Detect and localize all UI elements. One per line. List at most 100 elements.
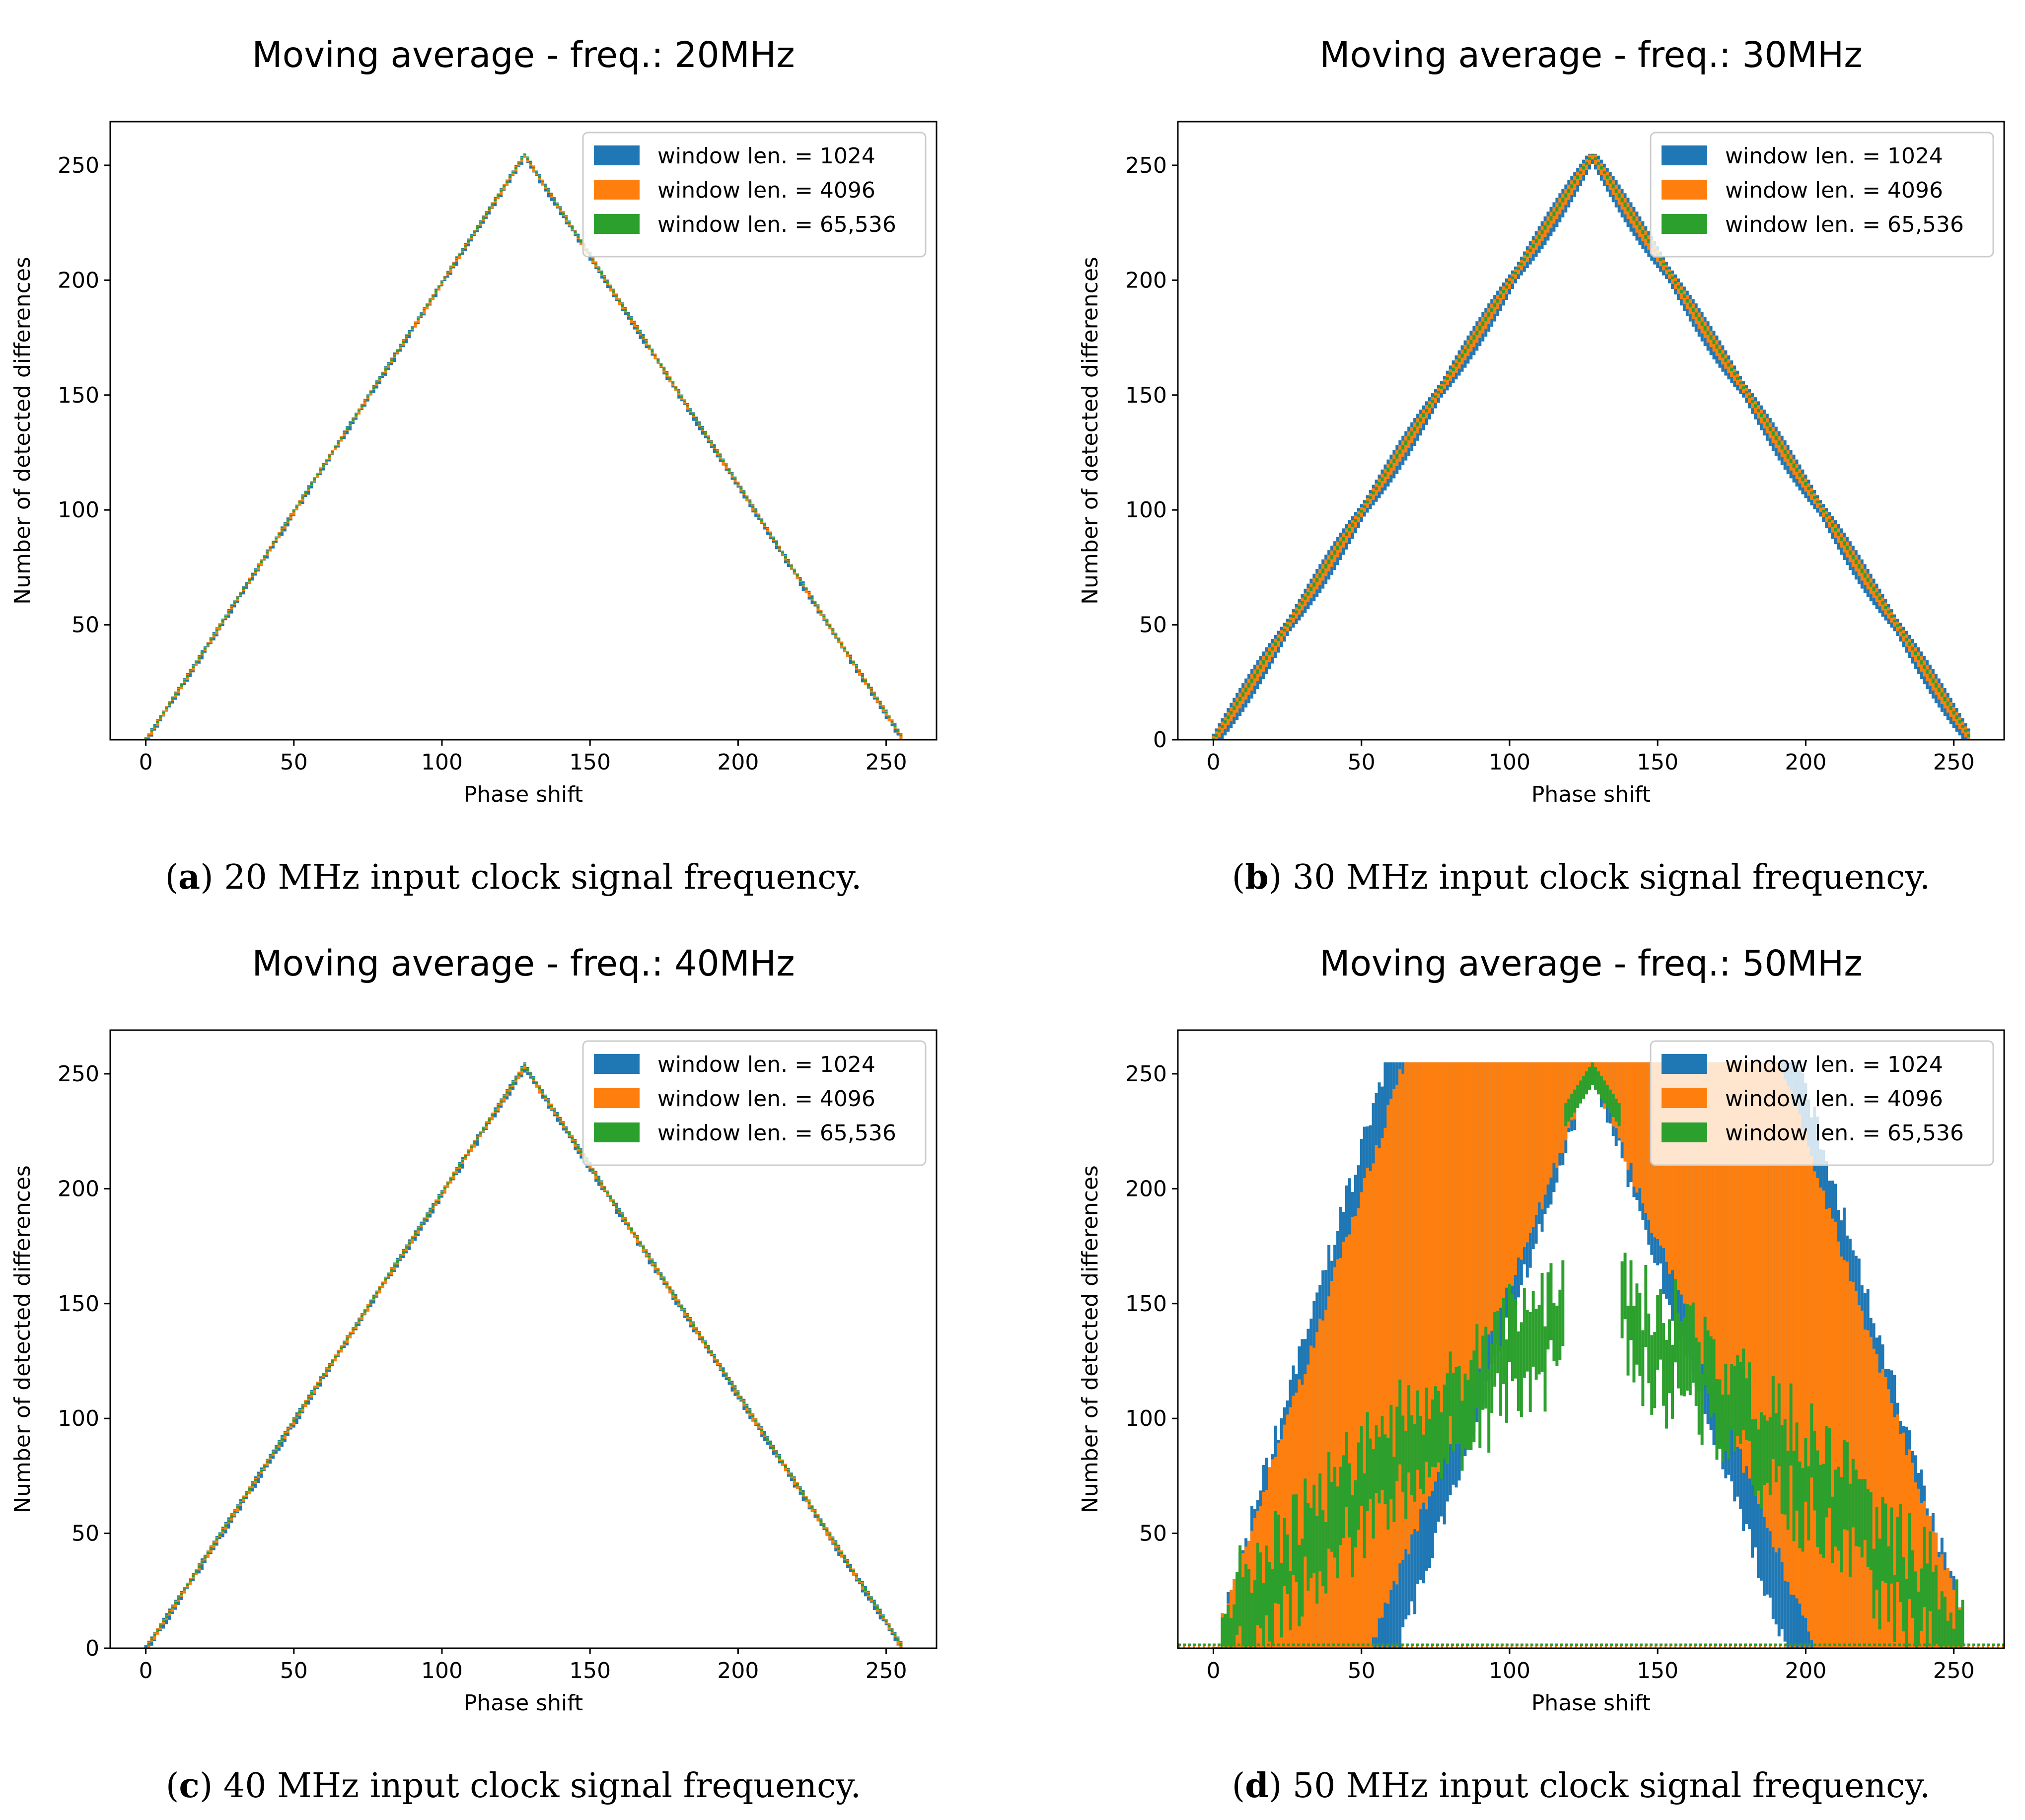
bar — [804, 1497, 808, 1500]
bar — [458, 253, 461, 259]
bar — [1525, 253, 1529, 257]
bar — [1668, 1062, 1671, 1274]
bar — [1739, 1362, 1742, 1444]
bar — [1591, 153, 1594, 160]
bar — [701, 427, 704, 430]
x-tick-label: 50 — [280, 1658, 308, 1683]
bar — [1804, 1438, 1808, 1502]
bar — [1715, 344, 1719, 349]
y-tick-label: 100 — [1125, 1406, 1167, 1431]
bar — [1795, 468, 1799, 473]
bar — [1389, 1099, 1393, 1590]
bar — [1834, 528, 1837, 532]
bar — [594, 1173, 598, 1176]
bar — [1819, 505, 1822, 508]
bar — [1218, 729, 1221, 733]
legend-entry: window len. = 1024 — [657, 143, 875, 169]
bar — [1454, 363, 1458, 367]
bar — [674, 1296, 678, 1299]
bar — [1810, 1156, 1813, 1640]
bar — [1899, 629, 1902, 632]
bar — [1380, 1416, 1384, 1490]
bar — [165, 706, 168, 712]
bar — [1629, 1260, 1633, 1340]
bar — [203, 1556, 207, 1559]
bar — [544, 1096, 547, 1098]
bar — [819, 611, 823, 613]
bar — [1460, 1062, 1464, 1402]
bar — [1653, 1331, 1657, 1408]
bar — [556, 204, 559, 206]
bar — [1268, 1562, 1271, 1642]
bar — [159, 716, 162, 719]
bar — [432, 1205, 435, 1208]
bar — [1721, 1395, 1725, 1462]
bar — [1632, 216, 1636, 221]
bar — [1694, 1062, 1698, 1342]
bar — [1431, 400, 1434, 403]
bar — [1712, 1062, 1716, 1386]
bar — [1638, 1292, 1642, 1376]
bar — [1386, 468, 1390, 473]
bar — [665, 1281, 669, 1289]
bar — [1801, 1128, 1805, 1616]
bar — [511, 1082, 515, 1085]
bar — [1508, 280, 1511, 284]
bar — [393, 354, 396, 357]
bar — [677, 390, 681, 396]
bar — [313, 1388, 316, 1390]
bar — [1517, 1062, 1520, 1258]
bar — [1519, 1062, 1523, 1260]
bar — [1472, 1350, 1476, 1443]
bar — [171, 698, 174, 700]
bar — [1662, 262, 1665, 266]
bar — [319, 469, 322, 471]
bar — [387, 1273, 390, 1276]
bar — [1839, 537, 1843, 541]
bar — [1682, 294, 1686, 298]
bar — [689, 1319, 692, 1322]
bar — [707, 1346, 710, 1350]
bar — [1890, 615, 1893, 618]
x-tick-label: 200 — [717, 1658, 759, 1683]
bar — [1691, 1302, 1695, 1383]
bar — [1834, 1221, 1837, 1648]
bar — [194, 661, 198, 663]
bar — [837, 638, 841, 641]
bar — [1386, 1105, 1390, 1604]
bar — [1908, 1513, 1911, 1600]
bar — [1759, 1062, 1763, 1507]
bar — [704, 432, 707, 435]
legend-entry: window len. = 65,536 — [1725, 1120, 1964, 1146]
bar — [1917, 1592, 1920, 1648]
bar — [1324, 1310, 1328, 1648]
bar — [801, 583, 805, 585]
bar — [1934, 1565, 1938, 1644]
bar — [1946, 1620, 1950, 1648]
bar — [1537, 1305, 1541, 1375]
bar — [1360, 1426, 1363, 1506]
bar — [1413, 1424, 1417, 1502]
bar — [156, 1629, 159, 1632]
bar — [275, 1447, 278, 1449]
bar — [1383, 473, 1387, 477]
bar — [1765, 1420, 1769, 1483]
bar — [1709, 335, 1713, 340]
bar — [375, 1292, 378, 1295]
x-tick-label: 100 — [421, 750, 463, 775]
bar — [1265, 655, 1268, 660]
bar — [366, 1304, 369, 1312]
bar — [1333, 1467, 1337, 1558]
bar — [189, 670, 192, 673]
bar — [203, 647, 207, 650]
bar — [1964, 729, 1967, 733]
bar — [704, 1342, 707, 1345]
bar — [1774, 1413, 1778, 1482]
chart-title: Moving average - freq.: 20MHz — [252, 34, 795, 75]
bar — [636, 1236, 639, 1244]
bar — [1902, 1432, 1905, 1648]
bar — [479, 1132, 482, 1135]
x-tick-label: 50 — [280, 750, 308, 775]
bar — [1659, 258, 1663, 261]
bar — [420, 313, 423, 316]
